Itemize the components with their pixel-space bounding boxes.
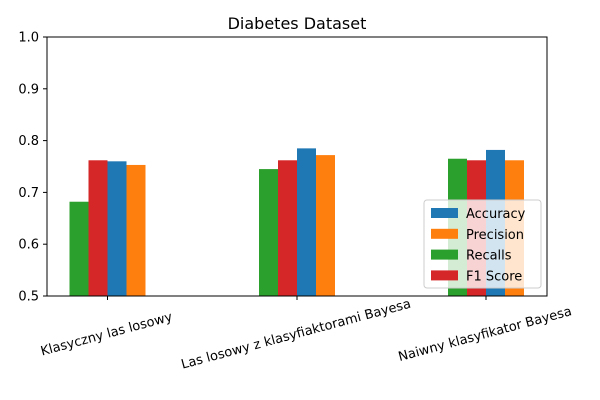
legend-label-f1-score: F1 Score [466,269,522,284]
bar-f1-score-1 [88,160,108,296]
legend-swatch-accuracy [431,208,458,218]
bar-accuracy-1 [107,161,127,296]
legend-swatch-precision [431,228,458,239]
x-tick-label: Las losowy z klasyfiaktorami Bayesa [180,297,413,373]
legend-swatch-recalls [431,249,458,260]
y-tick-label: 0.7 [18,186,39,201]
bar-precision-2 [316,155,335,296]
y-tick-label: 0.5 [18,290,39,305]
legend-label-recalls: Recalls [466,249,512,264]
bar-precision-1 [126,164,146,296]
y-tick-label: 1.0 [18,31,39,46]
x-tick-label: Naiwny klasyfikator Bayesa [397,304,574,365]
y-tick-label: 0.6 [18,238,39,253]
x-tick-label: Klasyczny las losowy [39,310,174,360]
legend: Accuracy Precision Recalls F1 Score [423,199,542,289]
legend-label-precision: Precision [466,228,524,243]
y-tick-label: 0.9 [18,82,39,97]
y-tick-label: 0.8 [18,134,39,149]
legend-box [423,199,542,289]
legend-label-accuracy: Accuracy [466,207,526,222]
bar-recalls-2 [259,169,278,296]
legend-swatch-f1-score [431,270,458,281]
bar-accuracy-2 [297,148,316,296]
bar-f1-score-2 [278,160,297,296]
chart-title: Diabetes Dataset [228,14,367,33]
bar-recalls-1 [69,201,89,296]
